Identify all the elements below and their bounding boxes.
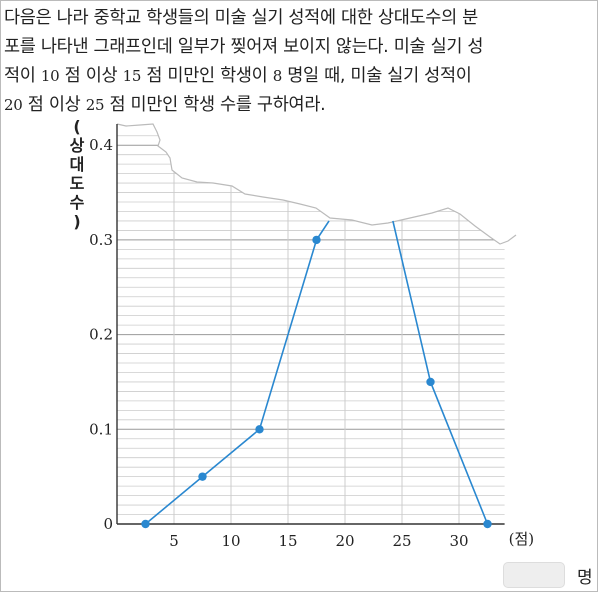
data-point [312,236,320,244]
x-tick-labels: 5 10 15 20 25 30 [169,532,468,550]
y-tick-label: 0 [103,515,113,533]
data-point [198,472,206,480]
y-tick-labels: 0 0.1 0.2 0.3 0.4 [89,136,113,533]
y-tick-label: 0.4 [89,136,113,154]
data-point [255,425,263,433]
data-point [141,520,149,528]
chart-grid [117,126,505,524]
y-tick-label: 0.1 [89,420,113,438]
question-line-2: 포를 나타낸 그래프인데 일부가 찢어져 보이지 않는다. 미술 실기 성 [4,33,594,62]
y-axis-label: (상 대 도 수) [70,117,85,231]
x-tick-label: 20 [335,532,354,550]
answer-unit: 명 [577,563,593,588]
y-axis-label-text: (상 대 도 수) [70,117,85,231]
question-line-1: 다음은 나라 중학교 학생들의 미술 실기 성적에 대한 상대도수의 분 [4,4,594,33]
answer-input[interactable] [503,562,565,588]
data-point [483,520,491,528]
x-tick-label: 30 [449,532,468,550]
torn-edge [117,124,516,244]
x-axis-label: (점) [509,530,535,548]
question-text: 다음은 나라 중학교 학생들의 미술 실기 성적에 대한 상대도수의 분 포를 … [4,4,594,120]
x-tick-label: 15 [278,532,297,550]
data-point [426,378,434,386]
x-tick-label: 25 [392,532,411,550]
question-line-3: 적이 10 점 이상 15 점 미만인 학생이 8 명일 때, 미술 실기 성적… [4,62,594,91]
relative-frequency-chart: 5 10 15 20 25 30 0 0.1 0.2 0.3 0.4 (상 대 도 수) (점) [0,110,598,560]
y-tick-label: 0.3 [89,231,113,249]
y-tick-label: 0.2 [89,326,113,344]
x-tick-label: 5 [169,532,179,550]
x-tick-label: 10 [221,532,240,550]
chart-axes [117,124,505,524]
